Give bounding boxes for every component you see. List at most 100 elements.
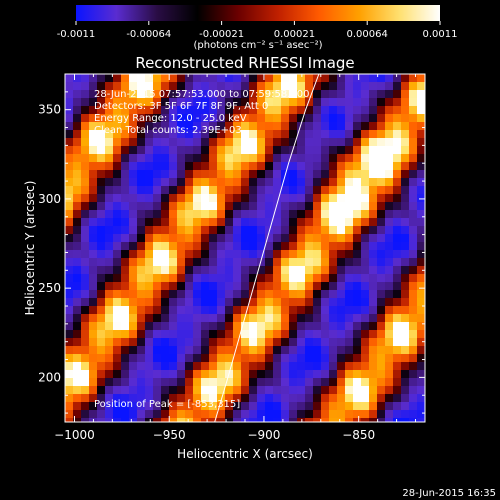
heatmap-cell: [345, 338, 354, 347]
heatmap-cell: [129, 298, 138, 307]
heatmap-cell: [281, 210, 290, 219]
heatmap-cell: [89, 242, 98, 251]
heatmap-cell: [185, 282, 194, 291]
heatmap-cell: [273, 210, 282, 219]
heatmap-cell: [89, 322, 98, 331]
heatmap-cell: [225, 418, 234, 422]
heatmap-cell: [337, 330, 346, 339]
heatmap-cell: [321, 282, 330, 291]
heatmap-cell: [273, 250, 282, 259]
heatmap-cell: [153, 330, 162, 339]
heatmap-cell: [241, 282, 250, 291]
heatmap-cell: [169, 346, 178, 355]
heatmap-cell: [409, 194, 418, 203]
heatmap-cell: [65, 154, 74, 163]
heatmap-cell: [105, 386, 114, 395]
heatmap-cell: [89, 106, 98, 115]
heatmap-cell: [233, 266, 242, 275]
heatmap-cell: [137, 218, 146, 227]
heatmap-cell: [385, 90, 394, 99]
heatmap-cell: [185, 298, 194, 307]
heatmap-cell: [81, 290, 90, 299]
heatmap-cell: [81, 314, 90, 323]
heatmap-cell: [345, 74, 354, 83]
heatmap-cell: [345, 114, 354, 123]
heatmap-cell: [329, 298, 338, 307]
heatmap-cell: [377, 274, 386, 283]
heatmap-cell: [281, 234, 290, 243]
heatmap-cell: [193, 210, 202, 219]
heatmap-cell: [361, 330, 370, 339]
heatmap-cell: [217, 106, 226, 115]
heatmap-cell: [65, 370, 74, 379]
heatmap-cell: [241, 82, 250, 91]
heatmap-cell: [113, 410, 122, 419]
heatmap-cell: [417, 386, 425, 395]
heatmap-cell: [353, 410, 362, 419]
heatmap-cell: [321, 90, 330, 99]
heatmap-cell: [361, 82, 370, 91]
heatmap-cell: [321, 226, 330, 235]
heatmap-cell: [305, 418, 314, 422]
heatmap-cell: [193, 418, 202, 422]
heatmap-cell: [257, 106, 266, 115]
heatmap-cell: [345, 306, 354, 315]
heatmap-cell: [233, 282, 242, 291]
heatmap-cell: [177, 250, 186, 259]
heatmap-cell: [105, 218, 114, 227]
heatmap-cell: [249, 186, 258, 195]
heatmap-cell: [289, 170, 298, 179]
heatmap-cell: [305, 386, 314, 395]
heatmap-cell: [145, 170, 154, 179]
heatmap-cell: [393, 346, 402, 355]
heatmap-cell: [297, 362, 306, 371]
heatmap-cell: [233, 298, 242, 307]
heatmap-cell: [297, 90, 306, 99]
heatmap-cell: [145, 210, 154, 219]
heatmap-cell: [225, 314, 234, 323]
heatmap-cell: [241, 410, 250, 419]
heatmap-cell: [385, 154, 394, 163]
heatmap-cell: [369, 330, 378, 339]
heatmap-cell: [417, 354, 425, 363]
heatmap-cell: [393, 114, 402, 123]
heatmap-cell: [145, 386, 154, 395]
heatmap-cell: [409, 162, 418, 171]
heatmap-cell: [193, 218, 202, 227]
heatmap-cell: [145, 378, 154, 387]
heatmap-cell: [81, 346, 90, 355]
heatmap-cell: [169, 386, 178, 395]
heatmap-cell: [105, 74, 114, 83]
heatmap-cell: [225, 386, 234, 395]
heatmap-cell: [409, 354, 418, 363]
heatmap-cell: [209, 402, 218, 411]
heatmap-cell: [241, 226, 250, 235]
heatmap-cell: [305, 298, 314, 307]
heatmap-cell: [265, 330, 274, 339]
heatmap-cell: [289, 122, 298, 131]
colorbar-tick-label: 0.00021: [274, 29, 315, 40]
heatmap-cell: [249, 82, 258, 91]
heatmap-cell: [329, 194, 338, 203]
heatmap-cell: [393, 306, 402, 315]
heatmap-cell: [409, 394, 418, 403]
heatmap-cell: [321, 418, 330, 422]
heatmap-cell: [161, 258, 170, 267]
heatmap-cell: [289, 322, 298, 331]
heatmap-cell: [361, 202, 370, 211]
heatmap-cell: [249, 90, 258, 99]
heatmap-cell: [353, 274, 362, 283]
heatmap-cell: [97, 218, 106, 227]
heatmap-cell: [193, 306, 202, 315]
heatmap-cell: [329, 314, 338, 323]
heatmap-cell: [289, 386, 298, 395]
heatmap-cell: [281, 338, 290, 347]
heatmap-cell: [97, 242, 106, 251]
heatmap-cell: [417, 298, 425, 307]
heatmap-cell: [113, 330, 122, 339]
heatmap-cell: [297, 282, 306, 291]
heatmap-cell: [177, 202, 186, 211]
heatmap-cell: [81, 338, 90, 347]
heatmap-cell: [417, 370, 425, 379]
heatmap-cell: [81, 410, 90, 419]
